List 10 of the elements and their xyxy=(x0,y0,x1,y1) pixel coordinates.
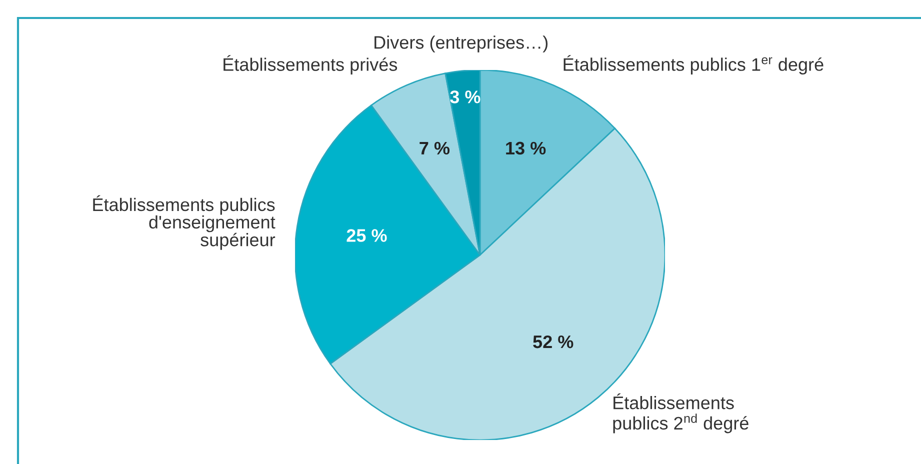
data-label: 13 % xyxy=(506,142,546,155)
data-label: 25 % xyxy=(346,229,387,242)
slice-label: Établissements publics d'enseignement supérieur xyxy=(93,195,276,250)
data-label: 7 % xyxy=(420,142,450,155)
data-label: 52 % xyxy=(533,335,574,348)
slice-label: Établissements publics 2$^{nd}$ degré xyxy=(613,393,748,434)
slice-label: Établissements publics 1$^{er}$ degré xyxy=(564,55,824,74)
data-label: 3 % xyxy=(450,90,480,104)
slice-label: Établissements privés xyxy=(224,55,398,75)
slice-label: Divers (entreprises…) xyxy=(374,36,548,52)
